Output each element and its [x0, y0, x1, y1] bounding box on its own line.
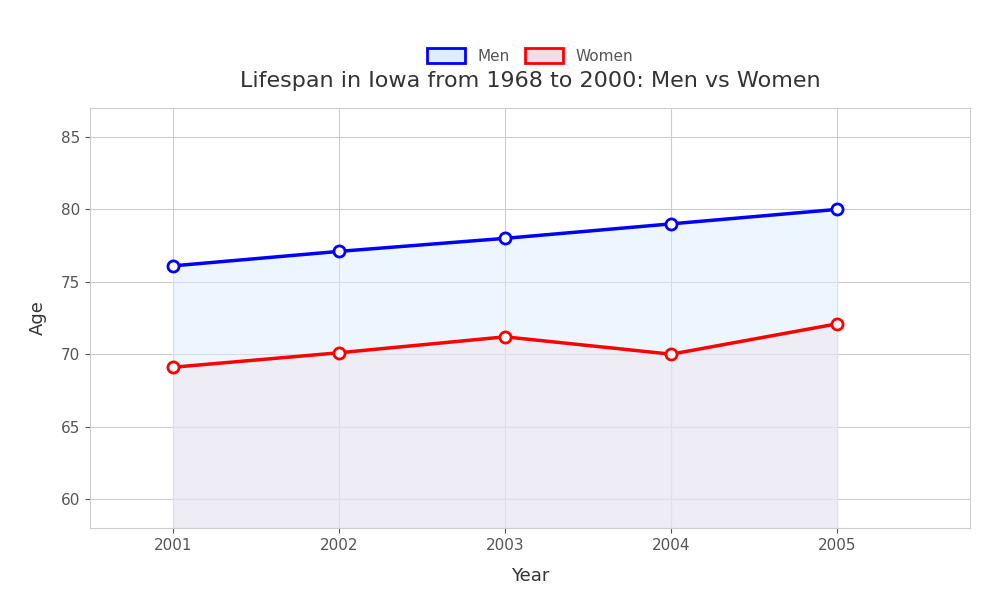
Men	[831, 206, 843, 213]
Line: Men: Men	[167, 204, 843, 271]
Women	[167, 364, 179, 371]
Line: Women: Women	[167, 318, 843, 373]
X-axis label: Year: Year	[511, 566, 549, 584]
Men	[499, 235, 511, 242]
Men	[167, 262, 179, 269]
Women	[499, 333, 511, 340]
Women	[831, 320, 843, 328]
Y-axis label: Age: Age	[29, 301, 47, 335]
Title: Lifespan in Iowa from 1968 to 2000: Men vs Women: Lifespan in Iowa from 1968 to 2000: Men …	[240, 71, 820, 91]
Men	[665, 220, 677, 227]
Men	[333, 248, 345, 255]
Women	[333, 349, 345, 356]
Women	[665, 350, 677, 358]
Legend: Men, Women: Men, Women	[419, 40, 641, 71]
